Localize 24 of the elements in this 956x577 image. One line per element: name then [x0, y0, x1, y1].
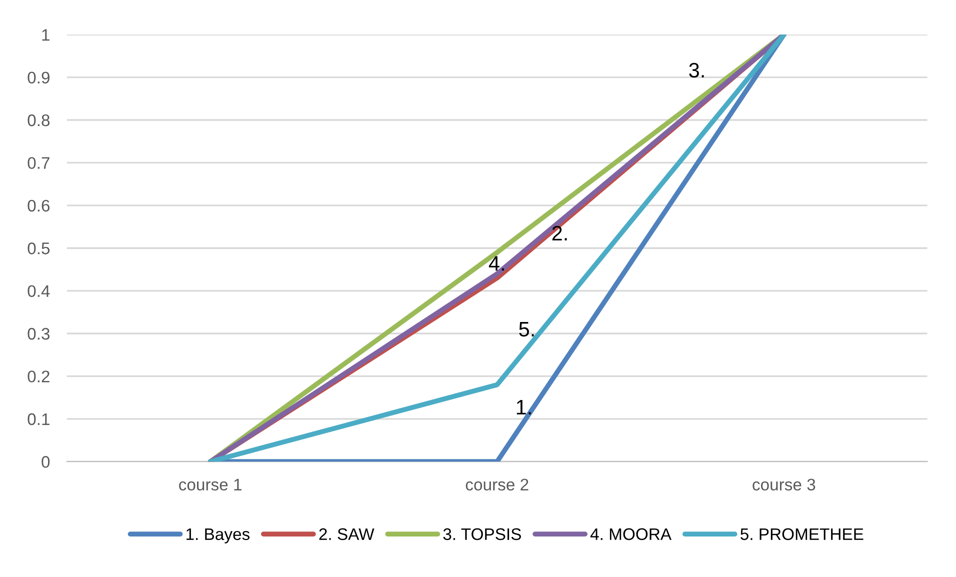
y-tick-label: 0.5	[28, 242, 50, 254]
y-tick-label: 0.6	[28, 200, 50, 212]
y-tick-label: 0.4	[28, 285, 50, 298]
x-tick-label: course 2	[466, 478, 528, 491]
annotation: 3.	[689, 62, 704, 78]
annotation: 2.	[552, 226, 567, 240]
y-tick-label: 1	[42, 29, 50, 41]
annotation: 5.	[519, 322, 534, 337]
legend-label: 2. SAW	[319, 528, 374, 540]
y-tick-label: 0.8	[28, 114, 50, 126]
annotation: 1.	[516, 400, 531, 414]
y-tick-label: 0.2	[28, 370, 50, 382]
legend-label: 4. MOORA	[590, 528, 672, 540]
x-tick-label: course 1	[179, 478, 242, 491]
annotation: 4.	[488, 256, 504, 271]
legend-label: 3. TOPSIS	[443, 528, 521, 540]
y-tick-label: 0.3	[28, 328, 50, 340]
legend-label: 1. Bayes	[186, 528, 250, 544]
legend-label: 5. PROMETHEE	[740, 528, 864, 540]
y-tick-label: 0.1	[28, 413, 50, 426]
x-tick-label: course 3	[752, 478, 816, 491]
y-tick-label: 0.9	[28, 72, 50, 84]
y-tick-label: 0	[42, 456, 50, 468]
y-tick-label: 0.7	[28, 157, 50, 169]
